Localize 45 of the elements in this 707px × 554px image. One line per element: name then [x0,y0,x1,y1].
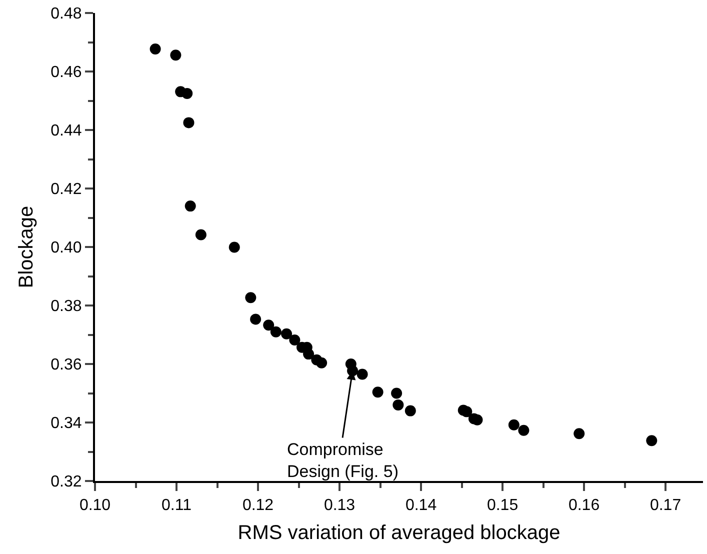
point [289,334,300,346]
x-tick-label: 0.14 [405,497,437,514]
point [461,406,472,418]
annotation: Compromise Design (Fig. 5) [287,440,398,482]
point [228,242,240,253]
y-tick-label: 0.46 [50,64,82,82]
y-tick-label: 0.40 [50,240,82,257]
y-tick-label: 0.38 [50,298,82,316]
point [646,435,658,446]
y-tick-label: 0.42 [50,181,82,198]
point [391,388,402,399]
point [281,328,292,340]
point [150,43,161,54]
x-tick-label: 0.10 [79,497,111,514]
point [184,200,196,212]
y-tick-label: 0.32 [50,474,82,491]
x-tick-label: 0.15 [486,497,518,514]
point [404,405,416,416]
point [372,386,384,398]
point [574,428,585,440]
point [170,50,182,61]
point [245,292,256,304]
point [518,424,530,436]
y-axis-title: Blockage [16,206,38,288]
point [316,357,328,368]
x-tick-label: 0.12 [242,497,274,514]
x-tick-label: 0.16 [568,497,600,514]
y-tick-label: 0.34 [50,415,82,432]
point [356,368,368,380]
point [392,399,404,410]
point [183,117,194,128]
x-tick-label: 0.17 [650,497,682,514]
point [195,229,206,240]
point [508,419,520,430]
point [263,320,274,331]
x-axis-title: RMS variation of averaged blockage [238,522,560,544]
y-tick-label: 0.36 [50,356,82,374]
x-tick-label: 0.13 [324,497,356,514]
y-tick-label: 0.48 [50,6,82,23]
point [250,314,262,325]
point [182,88,193,99]
x-tick-label: 0.11 [162,497,192,514]
y-tick-label: 0.44 [50,122,82,140]
point [270,326,282,338]
point [303,348,314,360]
